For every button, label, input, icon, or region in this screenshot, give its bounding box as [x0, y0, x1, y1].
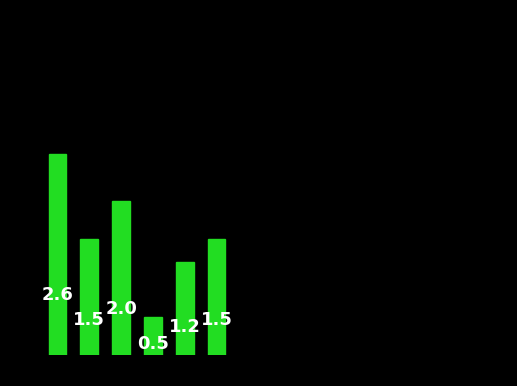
- Text: 1.2: 1.2: [169, 318, 201, 336]
- Bar: [144, 317, 162, 355]
- Text: 2.0: 2.0: [105, 300, 137, 318]
- Text: 2.6: 2.6: [41, 286, 73, 304]
- Bar: [208, 239, 225, 355]
- Bar: [112, 201, 130, 355]
- Bar: [49, 154, 66, 355]
- Text: 0.5: 0.5: [137, 335, 169, 352]
- Text: 1.5: 1.5: [201, 312, 233, 329]
- Text: 1.5: 1.5: [73, 312, 105, 329]
- Bar: [81, 239, 98, 355]
- Bar: [176, 262, 193, 355]
